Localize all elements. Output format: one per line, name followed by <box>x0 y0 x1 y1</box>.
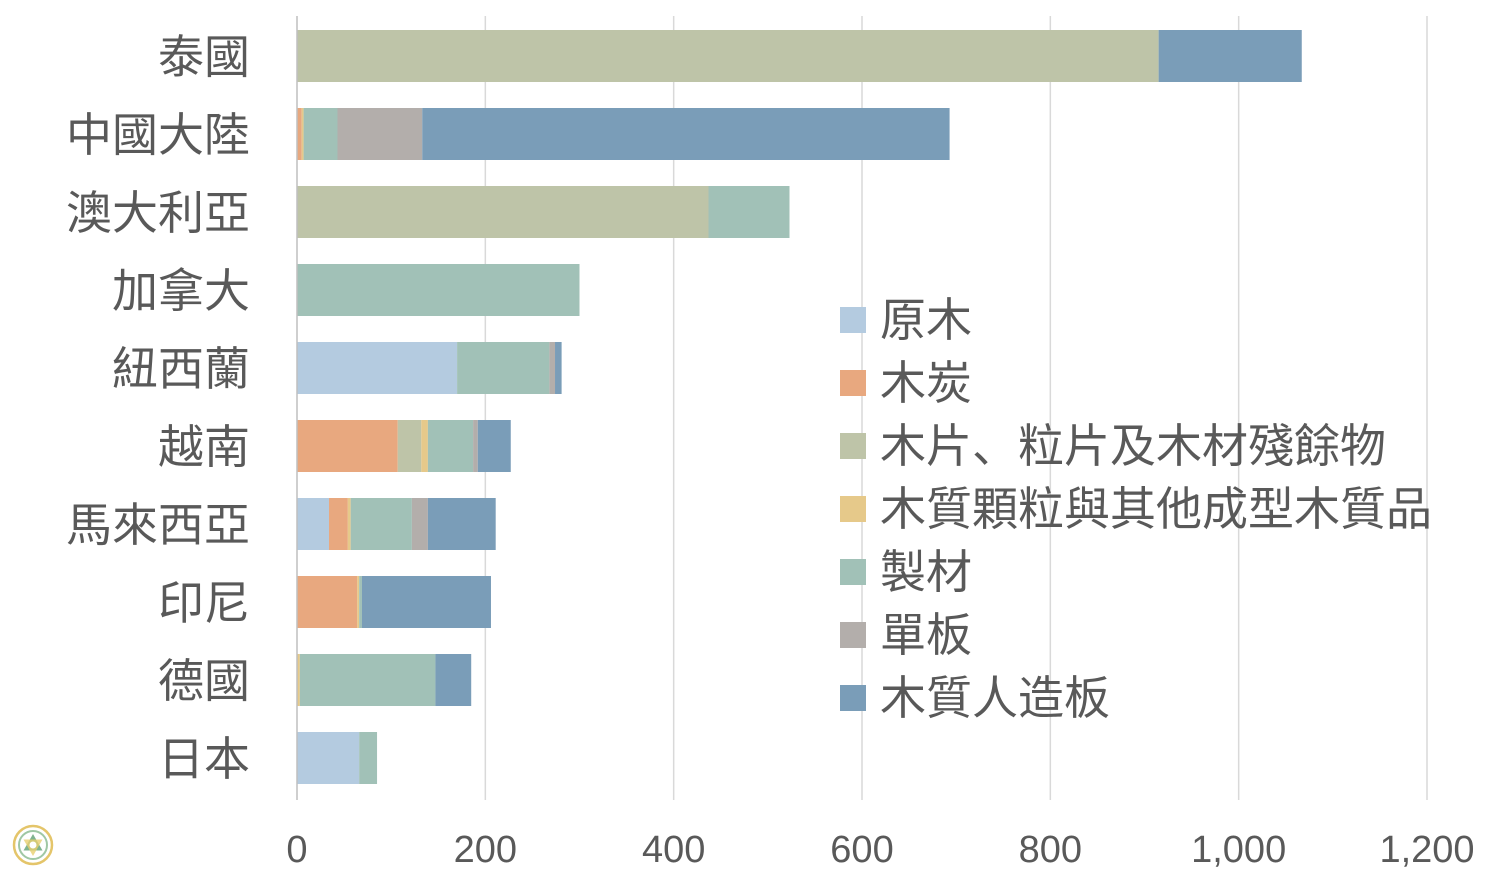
bar-segment <box>337 108 423 160</box>
x-tick-label: 600 <box>830 829 893 871</box>
bar-segment <box>361 576 491 628</box>
category-label: 越南 <box>158 420 250 474</box>
legend-swatch <box>840 307 866 333</box>
legend-label: 木質人造板 <box>880 671 1110 725</box>
bar-segment <box>555 342 562 394</box>
bar-segment <box>473 420 478 472</box>
logo-emblem <box>12 824 54 866</box>
category-label: 中國大陸 <box>66 108 250 162</box>
legend-label: 木質顆粒與其他成型木質品 <box>880 482 1432 536</box>
bar-segment <box>297 654 300 706</box>
bar-segment <box>422 108 950 160</box>
bar-segment <box>297 342 458 394</box>
bar-segment <box>397 420 422 472</box>
category-label: 澳大利亞 <box>66 186 250 240</box>
category-label: 紐西蘭 <box>112 342 250 396</box>
bar-segment <box>301 108 304 160</box>
bar-segment <box>1158 30 1302 82</box>
legend-swatch <box>840 559 866 585</box>
bar-segment <box>350 498 412 550</box>
bar-segment <box>347 498 351 550</box>
legend-swatch <box>840 622 866 648</box>
bar-segment <box>427 420 474 472</box>
x-tick-label: 1,200 <box>1379 829 1474 871</box>
x-tick-label: 400 <box>642 829 705 871</box>
x-tick-labels: 0 200 400 600 800 1,000 1,200 <box>286 829 1474 871</box>
bar-segment <box>297 108 302 160</box>
category-label: 加拿大 <box>112 264 250 318</box>
bar-segment <box>297 186 709 238</box>
bar-segment <box>359 576 362 628</box>
category-label: 日本 <box>158 732 250 786</box>
category-label: 泰國 <box>158 30 250 84</box>
legend-swatch <box>840 370 866 396</box>
bar-segment <box>435 654 472 706</box>
legend-label: 原木 <box>880 293 972 347</box>
bar-segment <box>708 186 790 238</box>
category-label: 德國 <box>158 654 250 708</box>
bars <box>297 30 1302 784</box>
bar-segment <box>297 498 330 550</box>
x-tick-label: 200 <box>454 829 517 871</box>
bar-segment <box>357 576 360 628</box>
bar-segment <box>297 264 580 316</box>
legend-label: 單板 <box>880 608 972 662</box>
legend-label: 製材 <box>880 545 972 599</box>
category-label: 馬來西亞 <box>66 498 250 552</box>
bar-segment <box>359 732 378 784</box>
category-label: 印尼 <box>158 576 250 630</box>
legend-label: 木片、粒片及木材殘餘物 <box>880 419 1386 473</box>
legend-swatch <box>840 433 866 459</box>
bar-segment <box>299 654 436 706</box>
bar-segment <box>421 420 428 472</box>
bar-segment <box>457 342 550 394</box>
bar-segment <box>297 576 358 628</box>
x-tick-label: 800 <box>1019 829 1082 871</box>
legend-label: 木炭 <box>880 356 972 410</box>
bar-segment <box>411 498 428 550</box>
legend-swatch <box>840 685 866 711</box>
x-tick-label: 1,000 <box>1191 829 1286 871</box>
bar-segment <box>297 420 398 472</box>
x-tick-label: 0 <box>286 829 307 871</box>
bar-segment <box>549 342 556 394</box>
bar-segment <box>329 498 348 550</box>
legend-swatch <box>840 496 866 522</box>
bar-segment <box>297 30 1159 82</box>
bar-segment <box>477 420 511 472</box>
bar-segment <box>297 732 360 784</box>
bar-segment <box>303 108 338 160</box>
bar-segment <box>427 498 496 550</box>
